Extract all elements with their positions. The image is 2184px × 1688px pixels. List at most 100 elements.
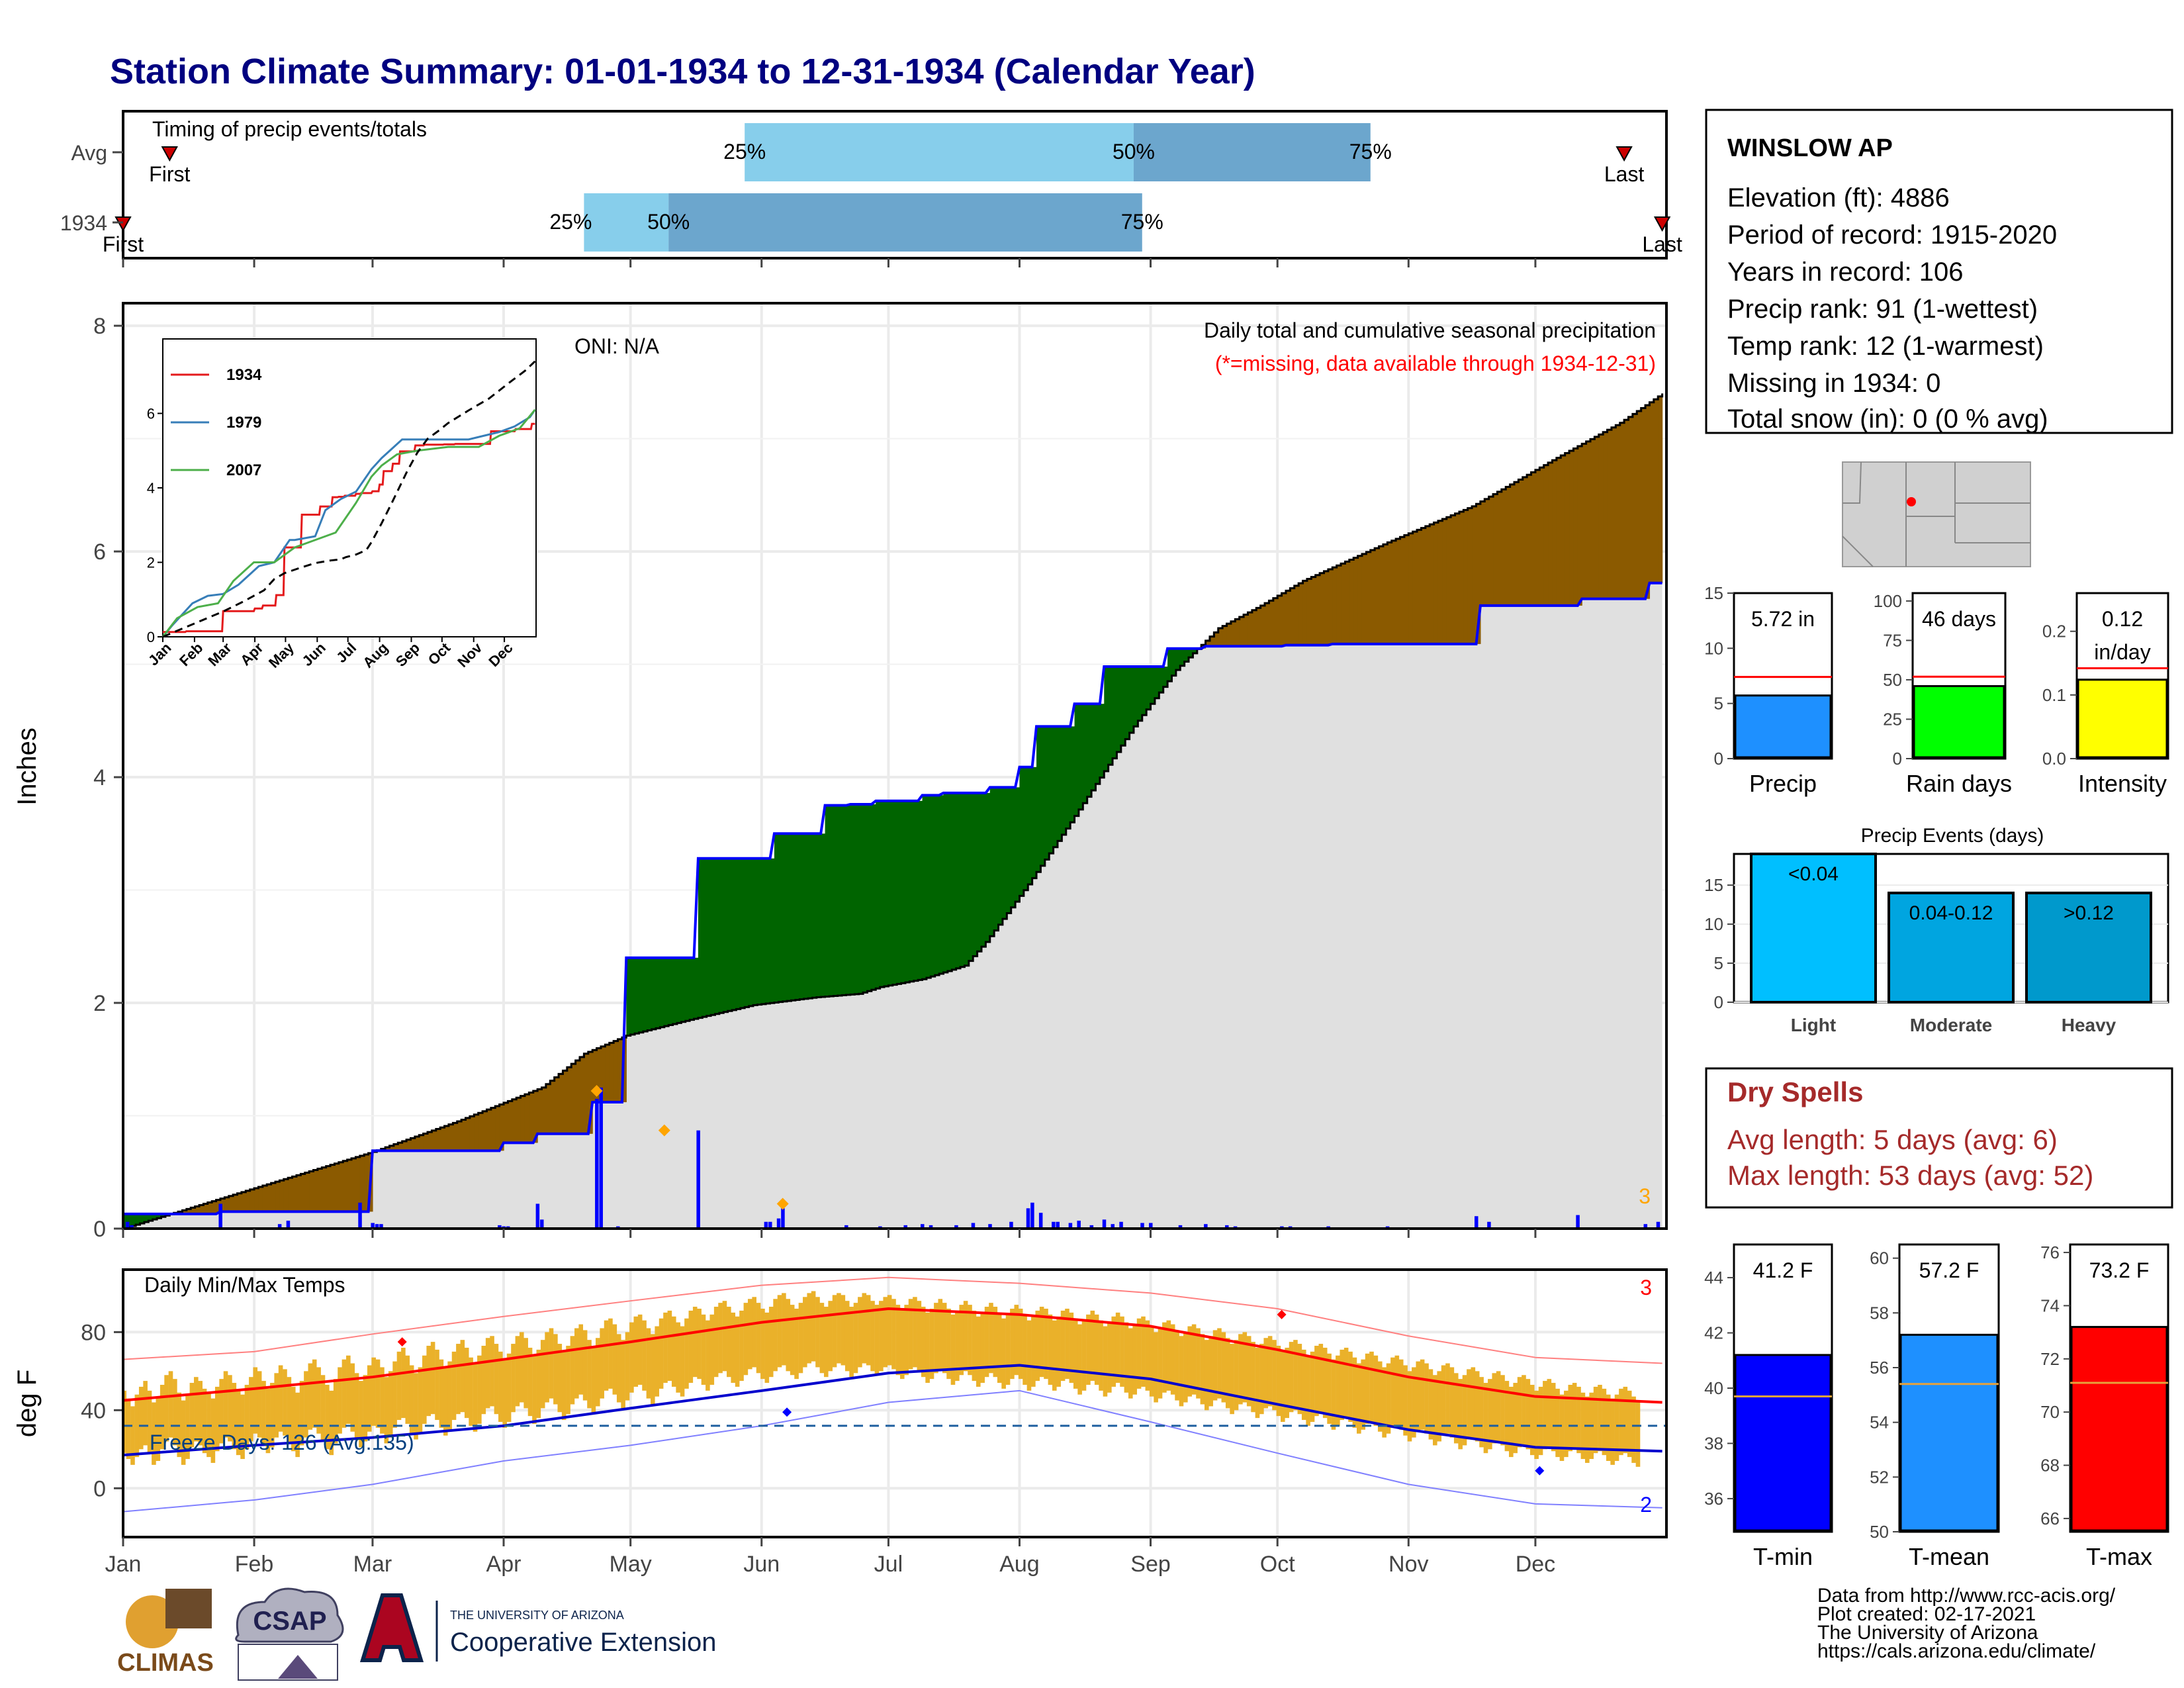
climas-logo: CLIMAS bbox=[117, 1589, 214, 1677]
below-normal-area bbox=[1565, 453, 1570, 606]
daily-temp-bar bbox=[1564, 1390, 1569, 1458]
above-normal-area bbox=[1078, 704, 1083, 810]
above-normal-area bbox=[766, 858, 771, 1004]
tmean_gauge-tick-label: 60 bbox=[1870, 1248, 1889, 1268]
daily-temp-bar bbox=[671, 1316, 676, 1387]
above-normal-area bbox=[977, 792, 982, 952]
below-normal-area bbox=[1514, 482, 1519, 606]
freeze-days-label: Freeze Days: 126 (Avg:135) bbox=[150, 1430, 414, 1454]
timing-pct25-label: 25% bbox=[549, 210, 592, 234]
temp-panel: 0 40 80 Daily Min/Max Temps Freeze Days: 1… bbox=[13, 1268, 1668, 1577]
above-normal-area bbox=[909, 800, 915, 982]
daily-temp-bar bbox=[173, 1379, 177, 1446]
above-normal-area bbox=[1184, 648, 1189, 662]
heavy-event-marker bbox=[590, 1085, 603, 1098]
below-normal-area bbox=[1451, 515, 1456, 644]
above-normal-area bbox=[846, 805, 851, 995]
daily-temp-bar bbox=[1280, 1351, 1285, 1423]
daily-precip-bar bbox=[1204, 1224, 1208, 1229]
daily-temp-bar bbox=[1509, 1386, 1514, 1458]
below-normal-area bbox=[246, 1190, 251, 1212]
precip-events-bars: 0 5 10 15 <0.04 Light 0.04-0.12 Moderate >0.12 He… bbox=[1704, 853, 2169, 1035]
below-normal-area bbox=[1404, 535, 1409, 644]
daily-temp-bar bbox=[1327, 1353, 1332, 1424]
above-normal-area bbox=[1104, 666, 1109, 771]
daily-temp-bar bbox=[1039, 1307, 1044, 1378]
below-normal-area bbox=[233, 1194, 238, 1212]
daily-precip-bar bbox=[371, 1223, 375, 1229]
daily-temp-bar bbox=[731, 1312, 736, 1383]
daily-temp-bar bbox=[1060, 1310, 1066, 1382]
daily-temp-bar bbox=[1322, 1347, 1328, 1419]
above-normal-area bbox=[161, 1213, 166, 1217]
daily-temp-bar bbox=[545, 1332, 549, 1403]
above-normal-area bbox=[1150, 666, 1156, 704]
above-normal-area bbox=[926, 795, 931, 978]
above-normal-area bbox=[1163, 666, 1168, 687]
daily-temp-bar bbox=[1606, 1394, 1611, 1461]
daily-temp-bar bbox=[574, 1328, 579, 1399]
below-normal-area bbox=[1226, 624, 1232, 647]
above-normal-area bbox=[1015, 787, 1021, 902]
daily-temp-bar bbox=[811, 1291, 816, 1362]
below-normal-area bbox=[1480, 501, 1485, 606]
events-category-label: Moderate bbox=[1910, 1015, 1992, 1035]
daily-temp-bar bbox=[1517, 1377, 1522, 1448]
daily-temp-bar bbox=[1467, 1369, 1471, 1440]
above-normal-area bbox=[799, 833, 805, 1000]
daily-temp-bar bbox=[532, 1355, 537, 1424]
below-normal-area bbox=[254, 1188, 259, 1212]
daily-temp-bar bbox=[1568, 1384, 1573, 1452]
daily-temp-bar bbox=[1357, 1363, 1361, 1434]
daily-temp-bar bbox=[1018, 1308, 1023, 1380]
below-normal-area bbox=[355, 1156, 361, 1212]
below-normal-area bbox=[216, 1199, 221, 1214]
above-normal-area bbox=[1087, 704, 1092, 797]
info-total-snow: Total snow (in): 0 (0 % avg) bbox=[1727, 404, 2048, 434]
below-normal-area bbox=[207, 1202, 212, 1214]
above-normal-area bbox=[1189, 648, 1194, 658]
daily-temp-bar bbox=[498, 1351, 503, 1423]
daily-temp-bar bbox=[396, 1351, 402, 1421]
daily-temp-bar bbox=[722, 1301, 727, 1372]
below-normal-area bbox=[1230, 621, 1236, 647]
precip-gauges: 0 5 10 15 5.72 in Precip 0 25 50 75 100 46 days Rain… bbox=[1704, 583, 2169, 797]
intensity_gauge-tick-label: 0.2 bbox=[2042, 622, 2066, 641]
below-normal-area bbox=[1311, 577, 1316, 645]
below-normal-area bbox=[1269, 600, 1274, 647]
below-normal-area bbox=[241, 1192, 246, 1212]
below-normal-area bbox=[1273, 598, 1278, 647]
below-normal-area bbox=[1391, 540, 1396, 644]
daily-temp-bar bbox=[929, 1308, 934, 1380]
daily-temp-bar bbox=[506, 1353, 512, 1423]
above-normal-area bbox=[960, 792, 966, 967]
precip_gauge-bar bbox=[1734, 694, 1832, 759]
daily-temp-bar bbox=[1504, 1381, 1510, 1452]
below-normal-area bbox=[529, 1092, 534, 1143]
daily-temp-bar bbox=[684, 1318, 689, 1389]
daily-temp-bar bbox=[435, 1349, 439, 1421]
daily-temp-bar bbox=[244, 1384, 250, 1450]
below-normal-area bbox=[435, 1129, 441, 1151]
daily-temp-bar bbox=[460, 1340, 465, 1413]
above-normal-area bbox=[1066, 726, 1071, 829]
above-normal-area bbox=[749, 858, 754, 1006]
daily-temp-bar bbox=[253, 1367, 258, 1434]
above-normal-area bbox=[668, 957, 674, 1025]
below-normal-area bbox=[275, 1182, 280, 1212]
below-normal-area bbox=[385, 1147, 390, 1151]
below-normal-area bbox=[482, 1111, 488, 1151]
daily-temp-bar bbox=[1580, 1392, 1586, 1460]
daily-temp-bar bbox=[418, 1367, 423, 1434]
daily-temp-bar bbox=[143, 1381, 148, 1446]
above-normal-area bbox=[791, 833, 796, 1001]
daily-precip-bar bbox=[776, 1218, 781, 1229]
daily-temp-bar bbox=[329, 1390, 334, 1456]
daily-temp-bar bbox=[1445, 1363, 1450, 1434]
above-normal-area bbox=[922, 795, 927, 980]
above-normal-area bbox=[706, 858, 711, 1016]
daily-temp-bar bbox=[1382, 1367, 1387, 1438]
daily-temp-bar bbox=[1314, 1346, 1319, 1417]
tmean_gauge-tick-label: 58 bbox=[1870, 1303, 1889, 1323]
month-label: May bbox=[610, 1552, 652, 1577]
